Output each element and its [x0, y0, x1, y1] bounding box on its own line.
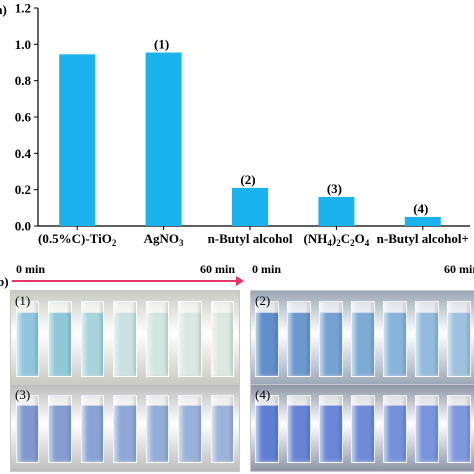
cuvette — [351, 395, 375, 463]
cuvette — [210, 301, 235, 377]
cuvette — [287, 301, 311, 377]
cuvette — [255, 395, 279, 463]
cuvette — [415, 301, 439, 377]
photo-panel-label: (1) — [15, 293, 31, 308]
bar-annotation: (2) — [240, 172, 255, 187]
cuvette — [351, 301, 375, 377]
cuvette — [15, 301, 39, 377]
cuvette — [319, 301, 343, 377]
panel-a-label: a) — [0, 2, 7, 17]
cuvette — [319, 395, 343, 463]
x-tick-label: n-Butyl alcohol+ — [377, 231, 469, 246]
cuvette — [178, 301, 202, 377]
x-tick-label: AgNO3 — [144, 231, 184, 248]
x-tick-label: n-Butyl alcohol — [208, 231, 293, 246]
bar — [318, 196, 355, 226]
cuvette — [15, 395, 39, 463]
cuvette — [48, 395, 72, 463]
cuvette — [383, 301, 407, 377]
cuvette — [383, 395, 407, 463]
cuvette — [255, 301, 279, 377]
bar-chart: a) 0.0 0.2 0.4 0.6 0.8 1.0 1.2 (0.5%C)-TiO2 (1) Ag… — [0, 1, 470, 250]
photo-panel-label: (3) — [15, 387, 31, 402]
bar — [145, 52, 182, 227]
cuvette — [48, 301, 72, 377]
photo-panel-label: (4) — [255, 387, 271, 402]
cuvette — [80, 301, 105, 377]
bar-annotation: (3) — [327, 181, 342, 196]
y-tick-label: 0.4 — [15, 146, 32, 161]
cuvette — [447, 395, 471, 463]
cuvette — [287, 395, 311, 463]
cuvette-photo-3: (3) — [10, 384, 240, 472]
bar-annotation: (1) — [154, 37, 169, 52]
time-start-left: 0 min — [16, 262, 46, 276]
x-tick-label-line2: (NH4)2C2O4 — [396, 247, 462, 250]
cuvette — [145, 301, 170, 377]
cuvette-photo-1: (1) — [10, 290, 240, 386]
x-tick-label: (0.5%C)-TiO2 — [38, 231, 117, 248]
time-arrow-head — [236, 276, 244, 286]
y-tick-label: 1.2 — [15, 1, 31, 16]
cuvette — [113, 395, 137, 463]
cuvette — [113, 301, 137, 377]
bar — [59, 54, 96, 227]
cuvette — [210, 395, 235, 463]
time-end-left: 60 min — [200, 262, 236, 276]
bar — [232, 187, 268, 226]
cuvette — [178, 395, 202, 463]
cuvette-photo-4: (4) — [250, 384, 474, 472]
bar — [404, 216, 441, 226]
y-tick-label: 0.2 — [15, 182, 31, 197]
panel-b-label: b) — [0, 274, 9, 289]
cuvette — [415, 395, 439, 463]
cuvette — [447, 301, 471, 377]
photo-panel-label: (2) — [255, 293, 271, 308]
y-tick-label: 1.0 — [15, 37, 31, 52]
bar-annotation: (4) — [413, 201, 428, 216]
y-tick-label: 0.0 — [15, 219, 31, 234]
cuvette-photo-2: (2) — [250, 290, 474, 386]
time-end-right: 60 min — [444, 262, 474, 276]
x-tick-label: (NH4)2C2O4 — [304, 231, 370, 248]
y-tick-label: 0.6 — [15, 110, 32, 125]
y-tick-label: 0.8 — [15, 73, 32, 88]
cuvette — [145, 395, 170, 463]
cuvette — [80, 395, 105, 463]
time-start-right: 0 min — [252, 262, 282, 276]
